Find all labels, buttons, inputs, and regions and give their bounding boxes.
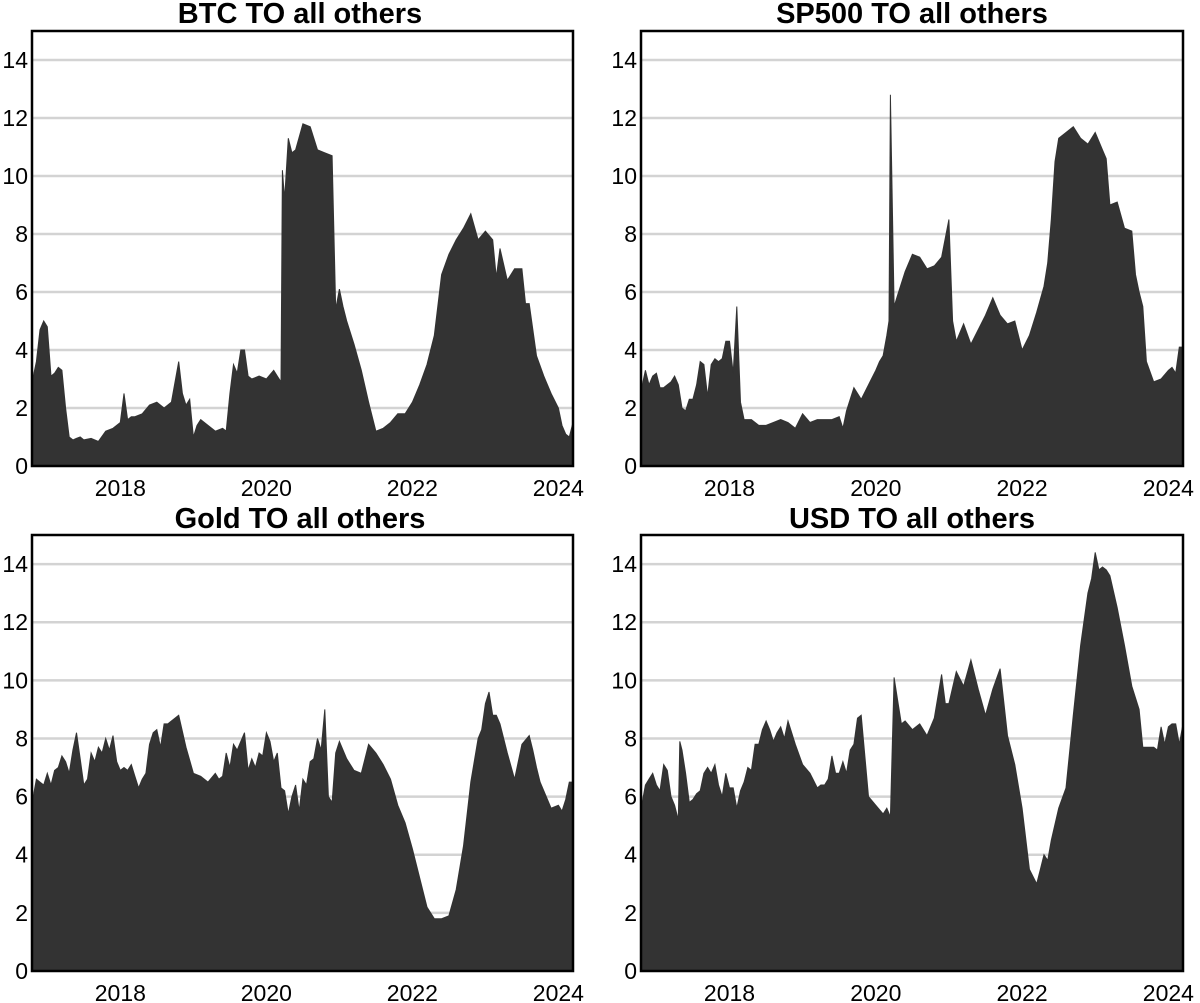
plot-frame <box>30 29 575 468</box>
y-tick-label: 0 <box>624 453 637 479</box>
plot-frame <box>639 29 1185 468</box>
y-axis-labels: 0 2 4 6 8 10 12 14 <box>611 551 637 984</box>
plot-frame <box>639 533 1185 973</box>
y-tick-label: 10 <box>2 163 28 189</box>
panel-title: USD TO all others <box>788 503 1036 535</box>
x-tick-label: 2018 <box>704 980 755 1003</box>
y-tick-label: 4 <box>15 337 28 363</box>
y-tick-label: 4 <box>15 842 28 868</box>
x-tick-label: 2020 <box>241 980 292 1003</box>
y-tick-label: 8 <box>624 725 637 751</box>
x-tick-label: 2022 <box>996 475 1047 501</box>
area-series <box>641 552 1183 971</box>
x-tick-label: 2018 <box>704 475 755 501</box>
y-axis-labels: 0 2 4 6 8 10 12 14 <box>2 47 28 479</box>
x-tick-label: 2020 <box>850 475 901 501</box>
x-tick-label: 2020 <box>850 980 901 1003</box>
y-tick-label: 4 <box>624 337 637 363</box>
y-tick-label: 8 <box>15 725 28 751</box>
plot-frame <box>30 533 575 973</box>
y-tick-label: 14 <box>611 47 637 73</box>
y-tick-label: 10 <box>2 667 28 693</box>
x-tick-label: 2020 <box>241 475 292 501</box>
y-tick-label: 6 <box>15 784 28 810</box>
x-axis-labels: 2018 2020 2022 2024 <box>95 475 584 501</box>
area-series <box>32 123 573 466</box>
y-tick-label: 8 <box>624 221 637 247</box>
panel-btc: BTC TO all others 0 2 4 6 8 10 12 14 2018 2020 202… <box>0 0 600 501</box>
y-tick-label: 10 <box>611 163 637 189</box>
y-tick-label: 0 <box>15 958 28 984</box>
y-tick-label: 2 <box>15 900 28 926</box>
y-axis-labels: 0 2 4 6 8 10 12 14 <box>2 551 28 984</box>
y-tick-label: 2 <box>624 900 637 926</box>
y-tick-label: 6 <box>15 279 28 305</box>
y-axis-labels: 0 2 4 6 8 10 12 14 <box>611 47 637 479</box>
x-tick-label: 2022 <box>387 475 438 501</box>
panel-title: Gold TO all others <box>174 503 426 535</box>
panel-title: SP500 TO all others <box>776 0 1048 30</box>
y-tick-label: 2 <box>624 395 637 421</box>
area-chart: 0 2 4 6 8 10 12 14 2018 2020 2022 2024 <box>611 29 1194 501</box>
y-tick-label: 12 <box>611 609 637 635</box>
panel-title: BTC TO all others <box>177 0 423 30</box>
x-tick-label: 2018 <box>95 475 146 501</box>
y-tick-label: 12 <box>611 105 637 131</box>
y-tick-label: 10 <box>611 667 637 693</box>
y-tick-label: 0 <box>15 453 28 479</box>
x-tick-label: 2024 <box>533 475 584 501</box>
y-tick-label: 4 <box>624 842 637 868</box>
x-tick-label: 2024 <box>533 980 584 1003</box>
x-tick-label: 2022 <box>387 980 438 1003</box>
y-tick-label: 14 <box>2 551 28 577</box>
area-chart: 0 2 4 6 8 10 12 14 2018 2020 2022 2024 <box>2 533 584 1003</box>
x-axis-labels: 2018 2020 2022 2024 <box>704 475 1194 501</box>
y-tick-label: 0 <box>624 958 637 984</box>
area-chart: 0 2 4 6 8 10 12 14 2018 2020 2022 2024 <box>2 29 584 501</box>
x-axis-labels: 2018 2020 2022 2024 <box>95 980 584 1003</box>
x-tick-label: 2018 <box>95 980 146 1003</box>
y-tick-label: 6 <box>624 279 637 305</box>
y-tick-label: 6 <box>624 784 637 810</box>
area-series <box>641 94 1183 466</box>
y-tick-label: 8 <box>15 221 28 247</box>
y-tick-label: 12 <box>2 609 28 635</box>
x-tick-label: 2024 <box>1143 980 1194 1003</box>
area-series <box>32 691 573 971</box>
y-tick-label: 14 <box>2 47 28 73</box>
y-tick-label: 14 <box>611 551 637 577</box>
panel-sp500: SP500 TO all others 0 2 4 6 8 10 12 14 2018 2020 2… <box>0 0 1200 501</box>
panel-gold: Gold TO all others 0 2 4 6 8 10 12 14 2018 2020 20… <box>2 503 584 1003</box>
x-tick-label: 2022 <box>996 980 1047 1003</box>
x-tick-label: 2024 <box>1143 475 1194 501</box>
y-tick-label: 12 <box>2 105 28 131</box>
x-axis-labels: 2018 2020 2022 2024 <box>704 980 1194 1003</box>
y-tick-label: 2 <box>15 395 28 421</box>
